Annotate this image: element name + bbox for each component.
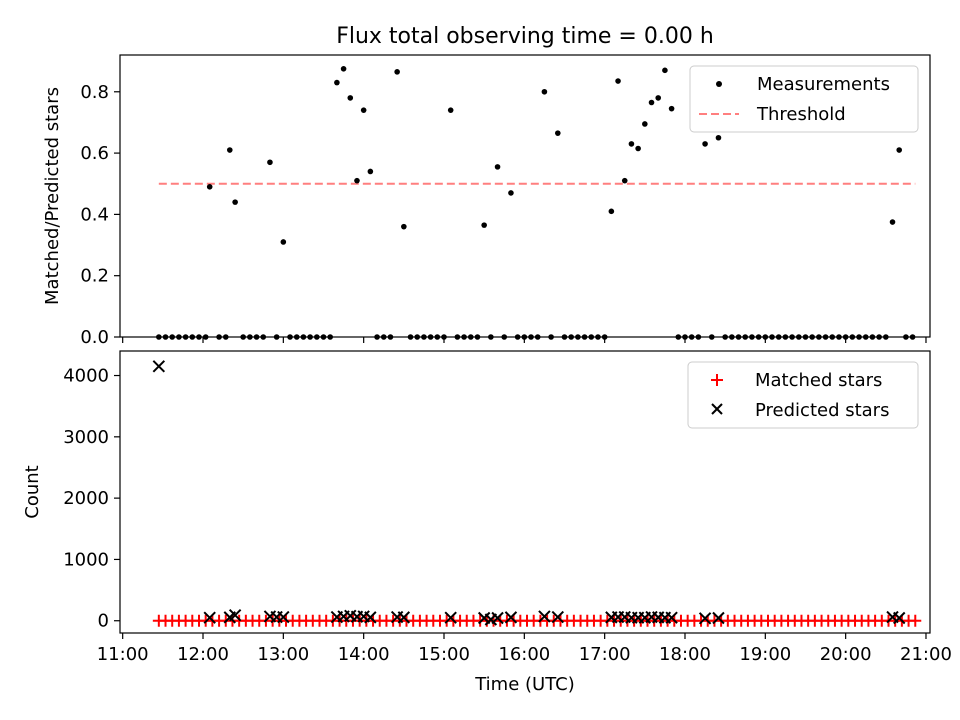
measurement-point	[635, 145, 641, 152]
x-tick-label: 12:00	[177, 644, 229, 665]
measurement-point	[715, 134, 722, 141]
bottom-panel: 0 1000 2000 3000 4000 11:00 12:00 13:00 14:00 15…	[22, 350, 952, 695]
bottom-y-axis: 0 1000 2000 3000 4000	[63, 366, 120, 632]
measurement-point	[447, 107, 454, 113]
measurement-point	[628, 141, 635, 147]
top-legend-box	[689, 65, 919, 133]
bottom-y-tick-label: 4000	[63, 366, 109, 387]
bottom-y-tick-label: 0	[98, 611, 109, 632]
measurement-point	[340, 65, 347, 72]
measurement-point	[702, 141, 708, 147]
measurement-point	[334, 79, 340, 86]
measurement-point	[494, 164, 501, 170]
predicted-star-point	[277, 610, 290, 624]
measurement-point	[481, 222, 487, 228]
x-tick-label: 20:00	[820, 644, 872, 665]
bottom-y-tick-label: 2000	[63, 488, 109, 509]
legend-measurements-marker	[716, 81, 722, 87]
x-axis-label: Time (UTC)	[474, 674, 575, 695]
measurement-point	[896, 147, 903, 153]
bottom-y-axis-label: Count	[22, 465, 43, 518]
bottom-y-tick-label: 1000	[63, 549, 109, 570]
top-x-ticks	[122, 337, 927, 343]
predicted-star-point	[665, 611, 678, 624]
bottom-x-axis: 11:00 12:00 13:00 14:00 15:00 16:00 17:00 18:00…	[97, 633, 952, 665]
legend-measurements-label: Measurements	[757, 74, 890, 95]
measurement-point	[608, 208, 615, 215]
bottom-legend: Matched stars Predicted stars	[687, 361, 919, 429]
measurement-point	[541, 88, 548, 95]
legend-threshold-label: Threshold	[756, 104, 846, 125]
measurement-point	[267, 159, 273, 166]
measurement-point	[648, 99, 655, 106]
measurement-point	[206, 184, 213, 190]
top-y-axis-label: Matched/Predicted stars	[42, 87, 63, 305]
measurement-point	[226, 147, 233, 153]
measurement-point	[555, 130, 561, 136]
top-panel: 0.00.20.40.60.8 Matched/Predicted stars …	[42, 54, 931, 348]
bottom-y-tick-label: 3000	[63, 427, 109, 448]
x-tick-label: 15:00	[418, 644, 470, 665]
measurement-point	[394, 69, 400, 75]
measurement-point	[621, 177, 628, 184]
measurement-point	[642, 121, 648, 127]
predicted-star-point	[444, 611, 457, 624]
x-tick-label: 21:00	[900, 644, 952, 665]
predicted-star-point	[397, 611, 411, 624]
predicted-star-point	[228, 609, 242, 622]
top-y-axis: 0.0 0.2 0.4 0.6 0.8	[80, 82, 120, 348]
measurement-point	[615, 78, 621, 84]
legend-matched-marker	[711, 374, 723, 386]
measurement-point	[232, 199, 238, 205]
measurement-point	[354, 177, 360, 184]
top-y-tick-label: 0.2	[80, 266, 109, 287]
legend-matched-label: Matched stars	[755, 370, 882, 391]
x-tick-label: 19:00	[739, 644, 791, 665]
x-tick-label: 16:00	[498, 644, 550, 665]
predicted-star-point	[491, 611, 504, 625]
legend-predicted-label: Predicted stars	[755, 400, 889, 421]
measurement-point	[662, 67, 668, 74]
measurement-point	[347, 95, 354, 101]
predicted-star-point	[712, 611, 725, 625]
top-y-tick-label: 0.4	[80, 204, 109, 225]
bottom-axes-frame	[119, 350, 931, 634]
top-axes-frame	[119, 54, 931, 338]
x-tick-label: 11:00	[97, 644, 149, 665]
measurement-point	[668, 105, 675, 112]
top-legend: Measurements Threshold	[689, 65, 919, 133]
predicted-star-point	[538, 610, 551, 623]
top-y-tick-label: 0.0	[80, 327, 109, 348]
predicted-star-point	[203, 611, 216, 624]
predicted-star-point	[504, 611, 518, 624]
measurement-point	[508, 190, 514, 196]
predicted-star-point	[892, 611, 906, 625]
top-y-tick-label: 0.8	[80, 82, 109, 103]
predicted-star-point	[364, 611, 377, 624]
x-tick-label: 14:00	[338, 644, 390, 665]
measurement-point	[401, 223, 407, 230]
matched-star-point	[909, 614, 922, 627]
measurement-point	[280, 239, 287, 245]
measurement-point	[655, 95, 662, 101]
top-y-tick-label: 0.6	[80, 143, 109, 164]
bottom-legend-box	[687, 361, 919, 429]
legend-predicted-marker	[711, 403, 723, 415]
figure-title: Flux total observing time = 0.00 h	[336, 24, 714, 49]
predicted-star-point	[698, 612, 712, 625]
x-tick-label: 18:00	[659, 644, 711, 665]
bottom-plot-area	[152, 360, 922, 627]
measurement-point	[360, 107, 367, 113]
x-tick-label: 13:00	[257, 644, 309, 665]
measurement-point	[889, 219, 896, 225]
x-tick-label: 17:00	[579, 644, 631, 665]
predicted-star-point	[551, 610, 565, 624]
measurement-point	[367, 168, 374, 175]
predicted-star-point	[152, 360, 166, 373]
